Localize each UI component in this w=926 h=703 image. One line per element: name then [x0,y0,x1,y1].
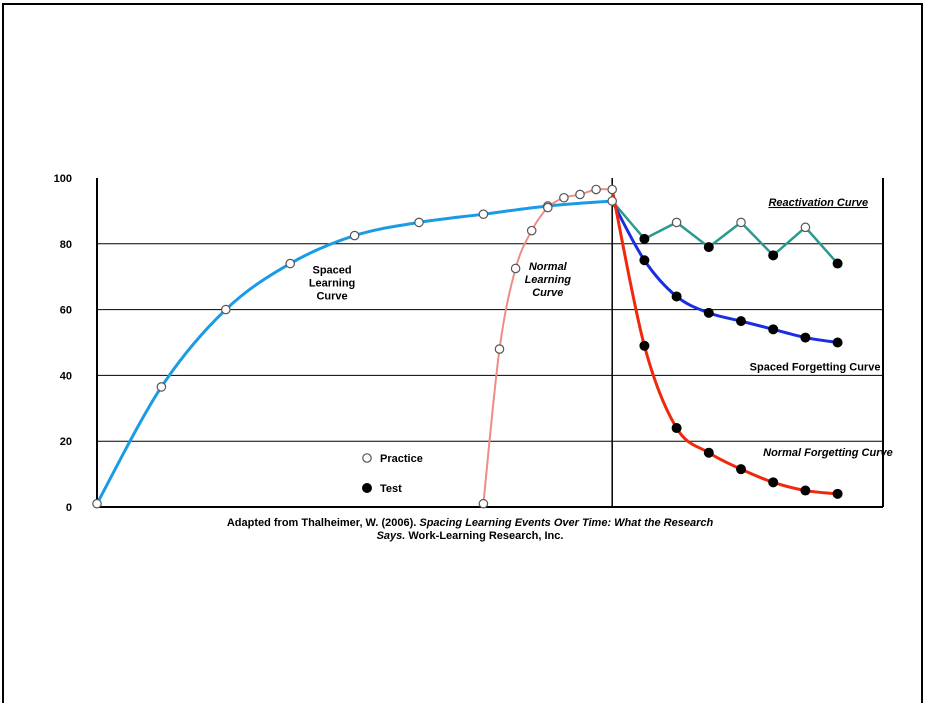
series-label-line: Reactivation Curve [768,197,868,209]
point-normal_learning-1 [494,344,505,354]
legend-marker-practice [362,453,372,463]
point-normal_forgetting-1 [639,340,650,351]
point-reactivation-2 [671,217,682,228]
point-normal_forgetting-7 [832,488,843,499]
point-spaced_forgetting-6 [800,332,811,343]
y-tick-labels: 0 20 40 60 80 100 [54,173,72,514]
series-label-line: Spaced [312,264,351,276]
slide-frame [2,3,923,703]
point-normal_learning-0 [478,498,489,509]
point-spaced_learning-5 [414,217,424,228]
series-label-line: Curve [532,287,563,299]
point-spaced_learning-1 [156,382,167,392]
caption-line2-italic: Says. [376,530,406,542]
point-spaced_forgetting-2 [671,291,682,302]
point-spaced_learning-2 [221,304,231,315]
grid-lines [97,243,883,442]
series-markers [92,184,843,509]
point-spaced_forgetting-5 [768,324,779,335]
y-tick-20: 20 [60,436,72,448]
point-spaced_learning-8 [607,196,617,206]
point-spaced_forgetting-3 [703,307,714,318]
point-spaced_learning-0 [92,498,102,509]
point-normal_learning-3 [526,225,537,236]
legend-label-test: Test [380,483,402,495]
point-spaced_learning-4 [349,230,360,241]
caption-line1-plain: Adapted from Thalheimer, W. (2006). [226,517,420,529]
source-caption: Adapted from Thalheimer, W. (2006). Spac… [200,517,740,543]
point-normal_learning-8 [607,184,617,195]
series-label-normal_forgetting: Normal Forgetting Curve [763,447,893,459]
point-spaced_forgetting-7 [832,337,843,348]
point-spaced_forgetting-4 [736,316,746,327]
y-tick-40: 40 [60,370,72,382]
point-normal_learning-6 [575,189,585,200]
series-label-line: Normal Forgetting Curve [763,447,893,459]
series-label-line: Learning [525,274,572,286]
series-label-line: Normal [529,261,568,273]
point-reactivation-3 [703,242,714,253]
series-lines [95,188,839,505]
y-tick-80: 80 [60,239,72,251]
series-line-spaced_forgetting [610,200,838,344]
y-tick-100: 100 [54,173,72,185]
series-label-line: Spaced Forgetting Curve [750,361,881,373]
point-normal_forgetting-6 [800,485,811,496]
axes [96,178,884,508]
point-spaced_learning-3 [285,258,295,269]
point-reactivation-1 [639,233,650,244]
point-normal_forgetting-4 [736,464,746,475]
point-reactivation-4 [736,217,746,228]
point-reactivation-5 [768,250,779,261]
series-label-normal_learning: Normal Learning Curve [525,261,572,299]
legend: Practice Test [362,453,423,495]
caption-line1-italic: Spacing Learning Events Over Time: What … [419,517,714,529]
point-normal_learning-5 [559,192,569,203]
legend-marker-test [362,483,372,493]
series-label-line: Learning [309,277,355,289]
point-normal_forgetting-3 [703,447,714,458]
series-line-spaced_learning [95,199,613,505]
point-normal_learning-4 [542,202,553,213]
y-tick-60: 60 [60,305,72,317]
point-normal_forgetting-2 [671,423,682,434]
point-reactivation-7 [832,258,843,269]
point-spaced_learning-6 [478,209,489,219]
legend-label-practice: Practice [380,453,423,465]
series-label-spaced_learning: Spaced Learning Curve [309,264,355,302]
point-spaced_forgetting-1 [639,255,650,266]
point-normal_learning-7 [591,184,601,195]
series-label-line: Curve [316,290,347,302]
series-line-reactivation [611,200,839,265]
y-tick-0: 0 [66,502,72,514]
point-normal_forgetting-5 [768,477,779,488]
series-label-spaced_forgetting: Spaced Forgetting Curve [750,361,881,373]
point-reactivation-6 [800,222,811,233]
point-normal_learning-2 [510,263,521,274]
caption-line2-plain: Work-Learning Research, Inc. [405,530,564,542]
series-label-reactivation: Reactivation Curve [768,197,868,209]
